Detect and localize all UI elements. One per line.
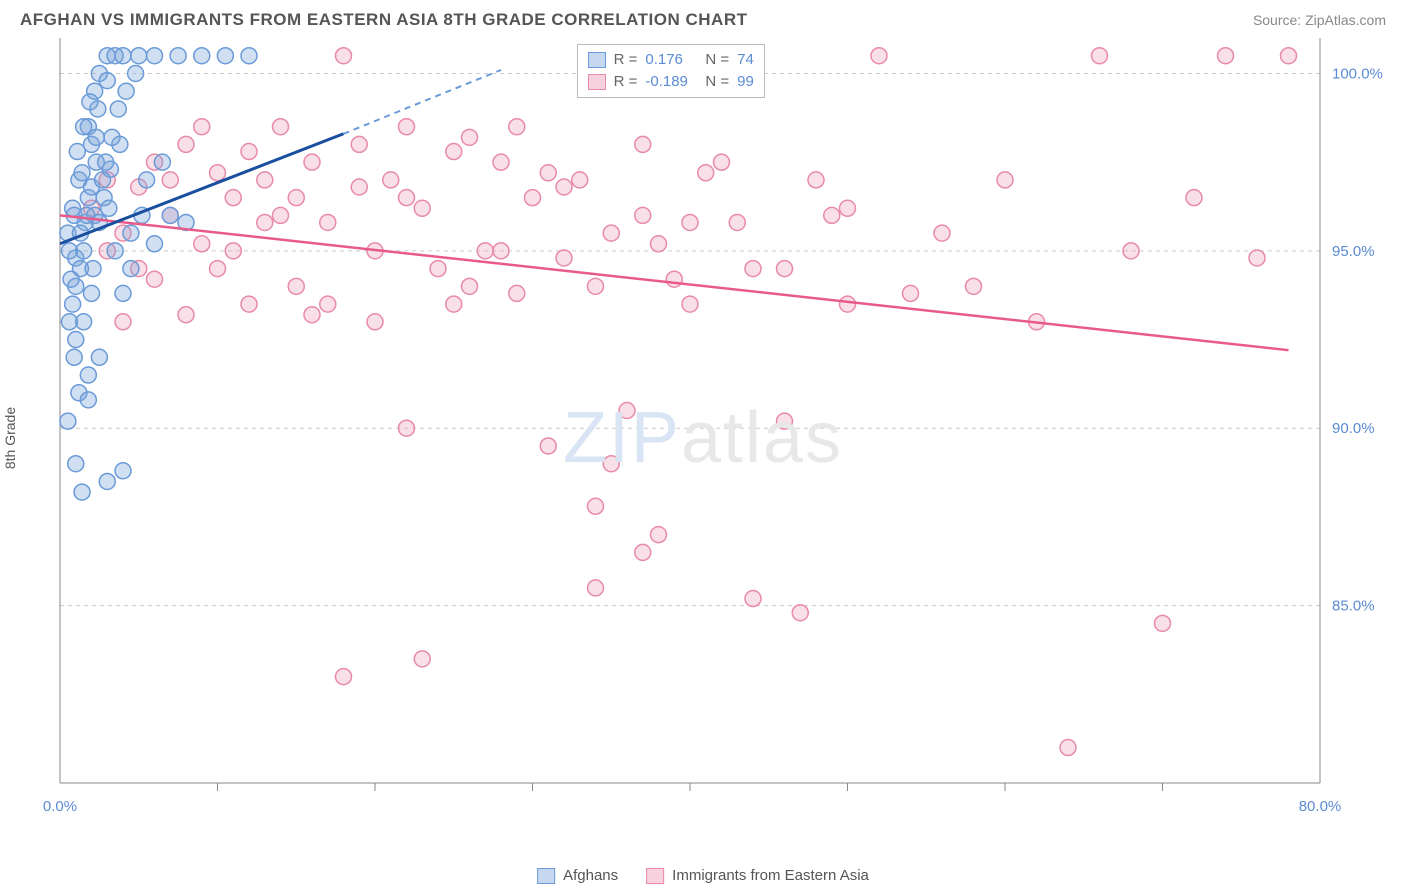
stats-row-2: R = -0.189 N = 99 bbox=[588, 71, 754, 93]
bottom-legend: Afghans Immigrants from Eastern Asia bbox=[537, 867, 869, 884]
stats-legend: R = 0.176 N = 74 R = -0.189 N = 99 bbox=[577, 44, 765, 98]
y-axis-label: 8th Grade bbox=[2, 407, 18, 469]
legend-item-2: Immigrants from Eastern Asia bbox=[646, 867, 869, 884]
series1-r-value: 0.176 bbox=[645, 49, 697, 71]
legend-item-1: Afghans bbox=[537, 867, 618, 884]
series1-swatch bbox=[537, 868, 555, 884]
series2-swatch bbox=[588, 74, 606, 90]
stats-row-1: R = 0.176 N = 74 bbox=[588, 49, 754, 71]
chart-title: AFGHAN VS IMMIGRANTS FROM EASTERN ASIA 8… bbox=[20, 10, 747, 30]
r-label: R = bbox=[614, 49, 638, 71]
svg-text:95.0%: 95.0% bbox=[1332, 243, 1375, 260]
series1-label: Afghans bbox=[563, 867, 618, 884]
series2-r-value: -0.189 bbox=[645, 71, 697, 93]
svg-text:85.0%: 85.0% bbox=[1332, 598, 1375, 615]
svg-text:80.0%: 80.0% bbox=[1299, 798, 1342, 815]
series1-n-value: 74 bbox=[737, 49, 754, 71]
series2-n-value: 99 bbox=[737, 71, 754, 93]
svg-text:0.0%: 0.0% bbox=[43, 798, 77, 815]
source-label: Source: ZipAtlas.com bbox=[1253, 12, 1386, 28]
series1-swatch bbox=[588, 52, 606, 68]
series2-swatch bbox=[646, 868, 664, 884]
series2-label: Immigrants from Eastern Asia bbox=[672, 867, 869, 884]
chart-header: AFGHAN VS IMMIGRANTS FROM EASTERN ASIA 8… bbox=[0, 0, 1406, 38]
n-label: N = bbox=[705, 71, 729, 93]
scatter-chart: 85.0% 90.0% 95.0% 100.0% 0.0% 80.0% bbox=[20, 38, 1386, 838]
svg-text:100.0%: 100.0% bbox=[1332, 65, 1383, 82]
n-label: N = bbox=[705, 49, 729, 71]
chart-container: 8th Grade 85.0%90.0%95.0%100.0%0.0%80.0%… bbox=[20, 38, 1386, 838]
r-label: R = bbox=[614, 71, 638, 93]
svg-text:90.0%: 90.0% bbox=[1332, 420, 1375, 437]
